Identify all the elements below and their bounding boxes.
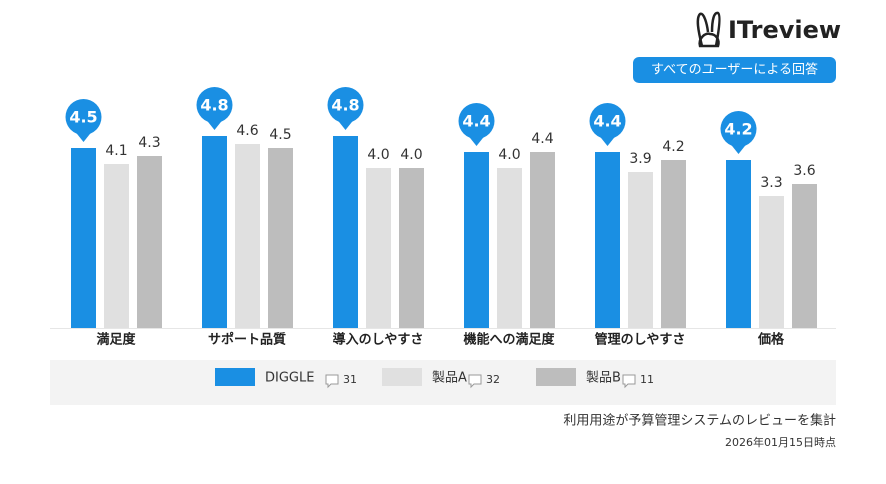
legend-count: 31 (343, 373, 357, 386)
value-label: 4.0 (367, 147, 389, 163)
value-label: 4.0 (498, 147, 520, 163)
bar (202, 136, 227, 328)
bar (661, 160, 686, 328)
value-label: 4.1 (105, 143, 127, 159)
legend-swatch (215, 368, 255, 386)
x-tick-label: 満足度 (96, 332, 136, 348)
value-bubble (327, 87, 364, 123)
x-tick-label: 管理のしやすさ (595, 332, 686, 348)
value-bubble (720, 111, 757, 147)
logo: ITreview (728, 16, 841, 44)
value-bubble (65, 99, 102, 135)
comment-icon (622, 374, 636, 389)
comment-icon (325, 374, 339, 389)
logo-icon (696, 11, 721, 48)
bar (71, 148, 96, 328)
bar (235, 144, 260, 328)
value-label: 4.6 (236, 123, 258, 139)
value-label: 4.8 (331, 96, 359, 115)
bar (366, 168, 391, 328)
legend-label: 製品B (586, 371, 621, 386)
legend-bg (50, 360, 836, 405)
bar (104, 164, 129, 328)
x-tick-label: 導入のしやすさ (333, 332, 424, 348)
value-label: 4.5 (69, 108, 97, 127)
legend-label: 製品A (432, 371, 467, 386)
value-bubble (196, 87, 233, 123)
badge-bg (633, 57, 836, 83)
date: 2026年01月15日時点 (725, 435, 836, 449)
bar (137, 156, 162, 328)
footnote: 利用用途が予算管理システムのレビューを集計 (563, 413, 836, 429)
bar (792, 184, 817, 328)
value-bubble (589, 103, 626, 139)
x-tick-label: サポート品質 (208, 332, 286, 348)
value-label: 4.0 (400, 147, 422, 163)
value-label: 4.5 (269, 127, 291, 143)
legend-label: DIGGLE (265, 371, 314, 386)
value-label: 4.2 (662, 139, 684, 155)
value-label: 4.4 (593, 112, 621, 131)
bar (530, 152, 555, 328)
bar (726, 160, 751, 328)
legend-swatch (382, 368, 422, 386)
value-label: 4.4 (462, 112, 490, 131)
value-label: 3.3 (760, 175, 782, 191)
bar (759, 196, 784, 328)
bar (268, 148, 293, 328)
bar (333, 136, 358, 328)
badge: すべてのユーザーによる回答 (651, 62, 818, 78)
value-bubble (458, 103, 495, 139)
legend-count: 32 (486, 373, 500, 386)
bar (595, 152, 620, 328)
value-label: 3.9 (629, 151, 651, 167)
legend-count: 11 (640, 373, 654, 386)
value-label: 4.2 (724, 120, 752, 139)
bar (464, 152, 489, 328)
value-label: 3.6 (793, 163, 815, 179)
bar (497, 168, 522, 328)
comment-icon (468, 374, 482, 389)
bar (399, 168, 424, 328)
bar (628, 172, 653, 328)
value-label: 4.8 (200, 96, 228, 115)
x-tick-label: 機能への満足度 (463, 332, 555, 348)
value-label: 4.3 (138, 135, 160, 151)
x-tick-label: 価格 (757, 332, 785, 348)
legend-swatch (536, 368, 576, 386)
value-label: 4.4 (531, 131, 553, 147)
